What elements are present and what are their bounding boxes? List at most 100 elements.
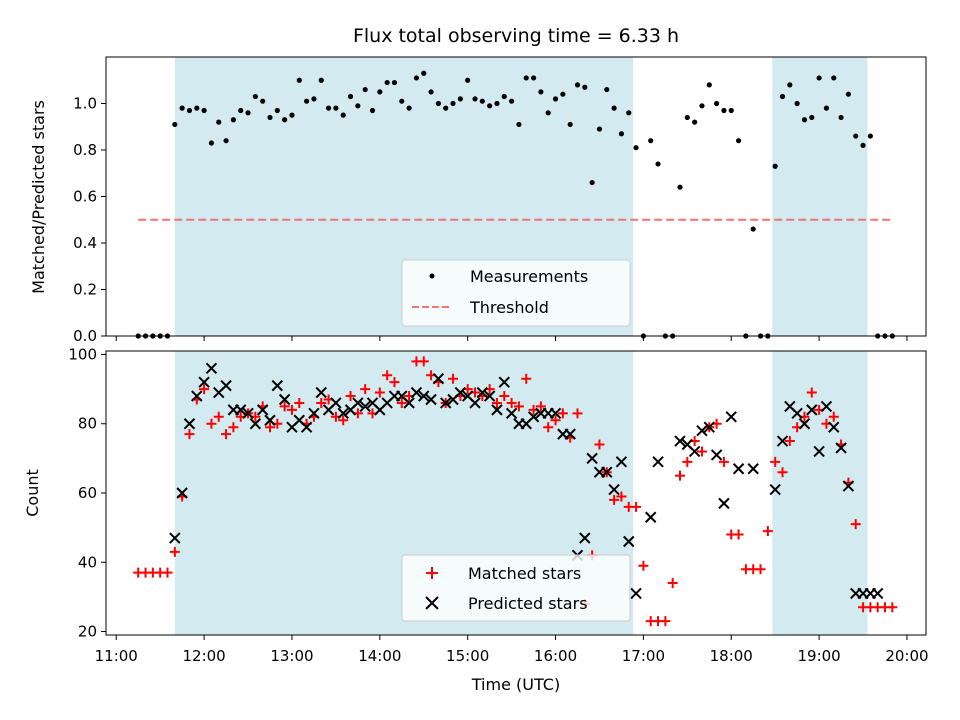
measurement-point	[538, 89, 544, 95]
predicted-star-point	[337, 407, 349, 420]
predicted-star-point	[491, 404, 503, 416]
measurement-point	[355, 103, 361, 109]
measurement-point	[801, 117, 808, 123]
measurement-point	[457, 96, 463, 102]
matched-star-point	[667, 578, 678, 589]
measurement-point	[516, 121, 522, 128]
matched-star-point	[887, 602, 898, 613]
predicted-star-point	[183, 418, 196, 430]
bottom-y-ticks: 20 40 60 80 100	[68, 345, 106, 641]
measurement-point	[838, 114, 844, 121]
measurement-point	[735, 138, 742, 144]
measurement-point	[443, 105, 449, 111]
predicted-star-point	[527, 411, 540, 423]
predicted-star-point	[256, 404, 269, 416]
matched-star-point	[660, 616, 671, 627]
measurement-point	[384, 79, 390, 86]
matched-star-point	[718, 456, 729, 467]
measurement-point	[369, 107, 376, 114]
measurement-point	[179, 105, 185, 111]
measurement-point	[692, 119, 698, 125]
matched-star-point	[513, 401, 524, 412]
measurement-point	[567, 121, 573, 128]
measurement-point	[252, 93, 258, 100]
matched-star-point	[572, 408, 583, 419]
x-tick-label: 17:00	[622, 647, 665, 665]
measurement-point	[787, 82, 793, 88]
predicted-star-point	[198, 376, 210, 388]
measurement-point	[194, 105, 200, 111]
measurement-point	[831, 75, 837, 81]
predicted-star-point	[645, 511, 657, 523]
matched-star-point	[675, 470, 685, 481]
measurement-point	[699, 103, 705, 109]
measurement-point	[684, 114, 690, 121]
x-tick-label: 14:00	[358, 647, 401, 665]
measurement-point	[509, 98, 515, 104]
measurement-point	[626, 110, 632, 116]
matched-star-point	[279, 401, 290, 412]
matched-star-point	[770, 456, 781, 467]
top-y-axis-label: Matched/Predicted stars	[29, 100, 48, 294]
matched-star-point	[638, 560, 649, 571]
measurement-point	[318, 77, 324, 83]
measurement-point	[238, 107, 244, 114]
measurement-point	[779, 93, 786, 100]
measurement-point	[750, 226, 756, 232]
predicted-star-point	[264, 414, 276, 426]
measurement-point	[721, 107, 727, 114]
matched-star-point	[755, 564, 766, 575]
predicted-star-point	[205, 362, 218, 375]
matched-star-point	[550, 415, 561, 426]
predicted-star-point	[425, 393, 437, 406]
matched-star-point	[184, 429, 195, 440]
predicted-star-point	[835, 442, 847, 454]
predicted-star-point	[454, 386, 467, 399]
measurement-point	[860, 142, 866, 148]
predicted-star-point	[688, 445, 701, 458]
measurement-point	[391, 79, 398, 86]
figure-title: Flux total observing time = 6.33 h	[353, 25, 679, 47]
measurement-point	[435, 100, 441, 107]
measurement-point	[223, 138, 229, 144]
matched-star-point	[294, 397, 305, 408]
measurement-point	[479, 98, 485, 104]
measurement-point	[494, 100, 500, 107]
predicted-star-point	[476, 386, 489, 399]
measurement-point	[582, 84, 588, 90]
predicted-star-point	[586, 452, 598, 465]
predicted-stars-legend-marker	[425, 596, 439, 610]
matched-star-point	[535, 401, 546, 412]
threshold-legend-label: Threshold	[469, 298, 549, 317]
measurement-point	[186, 107, 193, 114]
measurement-point	[772, 163, 778, 169]
predicted-star-point	[410, 386, 423, 399]
matched-star-point	[491, 397, 502, 408]
matched-star-point	[213, 411, 224, 422]
measurement-point	[560, 91, 566, 97]
bottom-y-tick-label: 40	[78, 553, 97, 571]
predicted-star-point	[300, 421, 313, 433]
top-legend: Measurements Threshold	[401, 259, 631, 327]
predicted-star-point	[505, 407, 518, 420]
measurement-point	[655, 161, 661, 167]
measurement-point	[530, 75, 537, 81]
matched-star-point	[199, 384, 210, 395]
top-x-ticks	[115, 336, 908, 341]
matched-star-point	[418, 356, 429, 367]
predicted-star-point	[842, 480, 855, 492]
measurement-point	[304, 98, 310, 104]
matched-star-point	[850, 519, 861, 530]
predicted-star-point	[623, 535, 635, 548]
top-y-tick-label: 0.6	[73, 188, 97, 206]
measurement-point	[501, 93, 507, 100]
measurement-point	[267, 114, 273, 121]
measurement-point	[611, 105, 617, 111]
predicted-star-point	[828, 421, 840, 433]
measurement-point	[311, 96, 317, 102]
measurement-point	[362, 86, 368, 93]
predicted-star-point	[732, 463, 745, 475]
measurements-legend-label: Measurements	[470, 267, 588, 286]
matched-star-point	[316, 397, 327, 408]
